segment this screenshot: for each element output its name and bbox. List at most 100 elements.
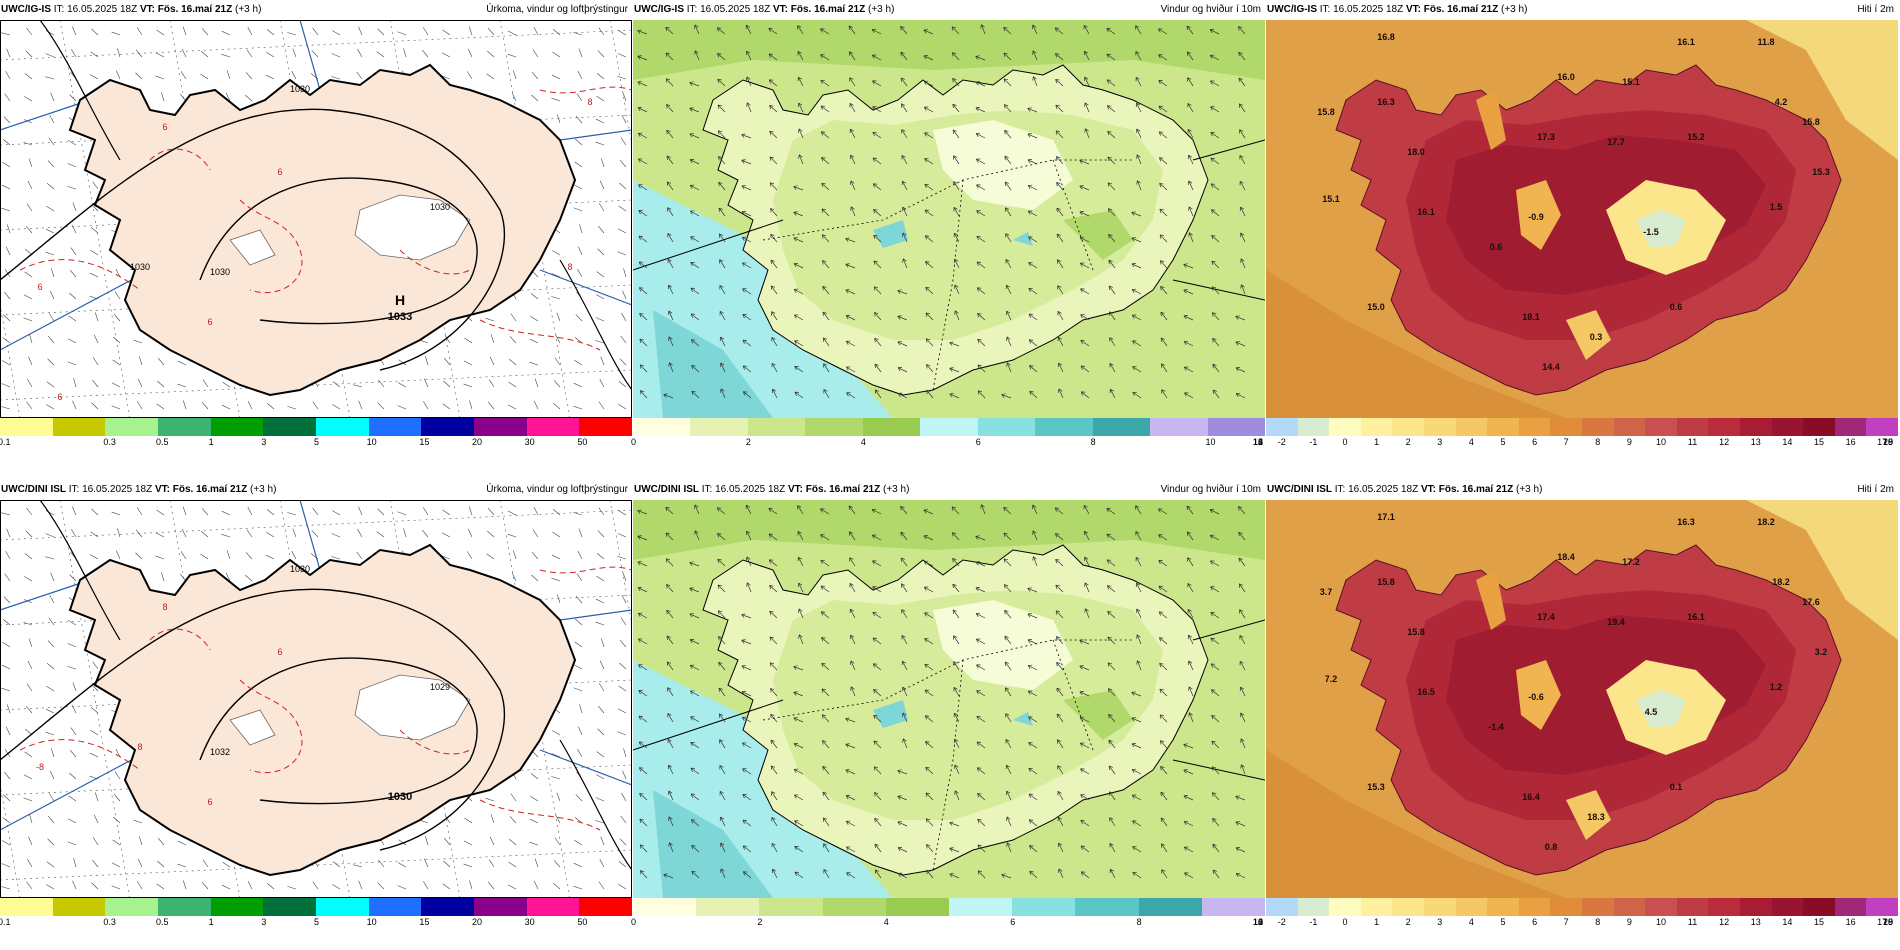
glacier (354, 674, 471, 741)
legend-swatch (1645, 418, 1677, 436)
map-canvas[interactable] (633, 500, 1265, 898)
model-name: UWC/IG-IS (634, 4, 684, 15)
contour-label: 8 (587, 97, 592, 107)
legend-tick-label: 2 (1405, 437, 1411, 447)
legend-swatch (210, 898, 264, 916)
legend-swatch (633, 898, 697, 916)
temperature-label: -1.5 (1643, 227, 1659, 237)
legend-tick-label: 6 (975, 437, 981, 447)
legend-tick-label: 18 (1882, 437, 1894, 447)
legend-tick-label: 14 (1253, 917, 1264, 927)
legend-tick-label: 1 (208, 917, 214, 927)
region-borders (762, 639, 1133, 871)
legend-swatch (1518, 418, 1551, 436)
map-panel-igis-wind: UWC/IG-IS IT: 16.05.2025 18Z VT: Fös. 16… (631, 0, 1265, 450)
field-title: Vindur og hviður í 10m (1160, 484, 1261, 495)
map-canvas[interactable] (633, 20, 1265, 418)
legend-swatch (1487, 418, 1519, 436)
temperature-label: -0.6 (1528, 692, 1544, 702)
legend-swatch (1455, 898, 1488, 916)
legend-swatch (805, 418, 863, 436)
legend-tick-label: 2 (757, 917, 763, 927)
model-name: UWC/DINI ISL (634, 484, 699, 495)
legend-swatch (1803, 418, 1835, 436)
temperature-label: 18.3 (1587, 812, 1605, 822)
temperature-label: 7.2 (1325, 674, 1338, 684)
map-canvas[interactable]: 17.1 16.3 18.2 18.4 17.2 3.7 15.8 18.2 17.6 17.4 1… (1266, 500, 1898, 898)
legend-swatch (1613, 418, 1646, 436)
legend-tick-label: 5 (1500, 437, 1506, 447)
isobar (0, 588, 505, 851)
legend-tick-label: 2 (1405, 917, 1411, 927)
legend-tick-label: 10 (1205, 437, 1216, 447)
legend-swatch (1803, 898, 1835, 916)
legend-tick-label: 17 (1877, 437, 1888, 447)
map-canvas[interactable]: 1033 1030 1030 1030 1030 6 6 6 6 6 8 8 H (0, 20, 632, 418)
temperature-label: 17.2 (1622, 557, 1640, 567)
temperature-label: 16.3 (1677, 517, 1695, 527)
legend-tick-label: 18 (1882, 917, 1894, 927)
region-borders (762, 159, 1133, 391)
legend-swatch (1266, 898, 1298, 916)
legend-swatch (1771, 898, 1804, 916)
map-canvas[interactable]: 16.8 16.1 11.8 16.0 15.1 15.8 16.3 4.2 15.8 17.3 1… (1266, 20, 1898, 418)
legend-swatch (158, 418, 211, 436)
legend-swatch (421, 898, 475, 916)
legend-tick-label: 7 (1563, 917, 1569, 927)
legend-tick-label: 5 (314, 437, 320, 447)
legend-tick-label: 20 (472, 437, 483, 447)
valid-time: VT: Fös. 16.maí 21Z (154, 484, 248, 495)
legend-swatch (210, 418, 264, 436)
color-legend (0, 898, 633, 916)
contour-label: 1030 (130, 262, 150, 272)
temperature-label: 16.5 (1417, 687, 1435, 697)
legend-tick-label: 12 (1719, 437, 1730, 447)
legend-tick-label: 20 (472, 917, 483, 927)
temperature-label: 3.7 (1320, 587, 1333, 597)
temperature-label: 16.8 (1377, 32, 1395, 42)
lead-time: (+3 h) (1498, 4, 1528, 15)
legend-swatch (105, 898, 159, 916)
run-info: UWC/DINI ISL IT: 16.05.2025 18Z VT: Fös.… (634, 480, 909, 500)
contour-label: 1032 (210, 747, 230, 757)
legend-swatch (1739, 418, 1772, 436)
legend-tick-label: 12 (1719, 917, 1730, 927)
run-info: UWC/IG-IS IT: 16.05.2025 18Z VT: Fös. 16… (1, 0, 261, 20)
map-canvas[interactable]: 1030 1030 1029 1032 8 8 6 6 -8 (0, 500, 632, 898)
legend-swatch (1645, 898, 1677, 916)
legend-swatch (1581, 898, 1614, 916)
legend-swatch (1207, 418, 1265, 436)
legend-swatch (474, 898, 527, 916)
color-legend (633, 418, 1265, 436)
temperature-label: 15.3 (1367, 782, 1385, 792)
contour-label: 1029 (430, 682, 450, 692)
panel-header: UWC/DINI ISL IT: 16.05.2025 18Z VT: Fös.… (0, 480, 632, 500)
legend-tick-label: 4 (1468, 917, 1474, 927)
legend-tick-label: 0 (1342, 917, 1348, 927)
legend-tick-label: 1 (1374, 437, 1380, 447)
lead-time: (+3 h) (880, 484, 910, 495)
legend-tick-label: 18 (1253, 437, 1264, 447)
temperature-label: 15.1 (1622, 77, 1640, 87)
contour-label: 6 (207, 797, 212, 807)
temperature-label: 0.6 (1670, 302, 1683, 312)
legend-tick-label: 14 (1782, 437, 1793, 447)
legend-tick-label: -1 (1309, 437, 1318, 447)
contour-label: 1030 (290, 564, 310, 574)
run-info: UWC/IG-IS IT: 16.05.2025 18Z VT: Fös. 16… (1267, 0, 1527, 20)
legend-tick-label: -1 (1309, 917, 1318, 927)
legend-ticks: 0 2 4 6 8 10 12 14 16 18 (631, 436, 1265, 450)
legend-ticks: 0.1 0.3 0.5 1 3 5 10 15 20 30 50 (0, 436, 632, 450)
legend-tick-label: 15 (419, 437, 430, 447)
temperature-label: 16.1 (1687, 612, 1705, 622)
map-panel-igis-temp: UWC/IG-IS IT: 16.05.2025 18Z VT: Fös. 16… (1266, 0, 1898, 450)
temperature-label: 18.1 (1522, 312, 1540, 322)
legend-swatch (1075, 898, 1139, 916)
temperature-label: 1.5 (1770, 202, 1783, 212)
legend-tick-label: 0.5 (156, 917, 169, 927)
legend-swatch (949, 898, 1013, 916)
legend-tick-label: 6 (1010, 917, 1016, 927)
legend-swatch (1012, 898, 1076, 916)
legend-tick-label: 0 (631, 437, 637, 447)
legend-tick-label: 0.1 (0, 917, 11, 927)
